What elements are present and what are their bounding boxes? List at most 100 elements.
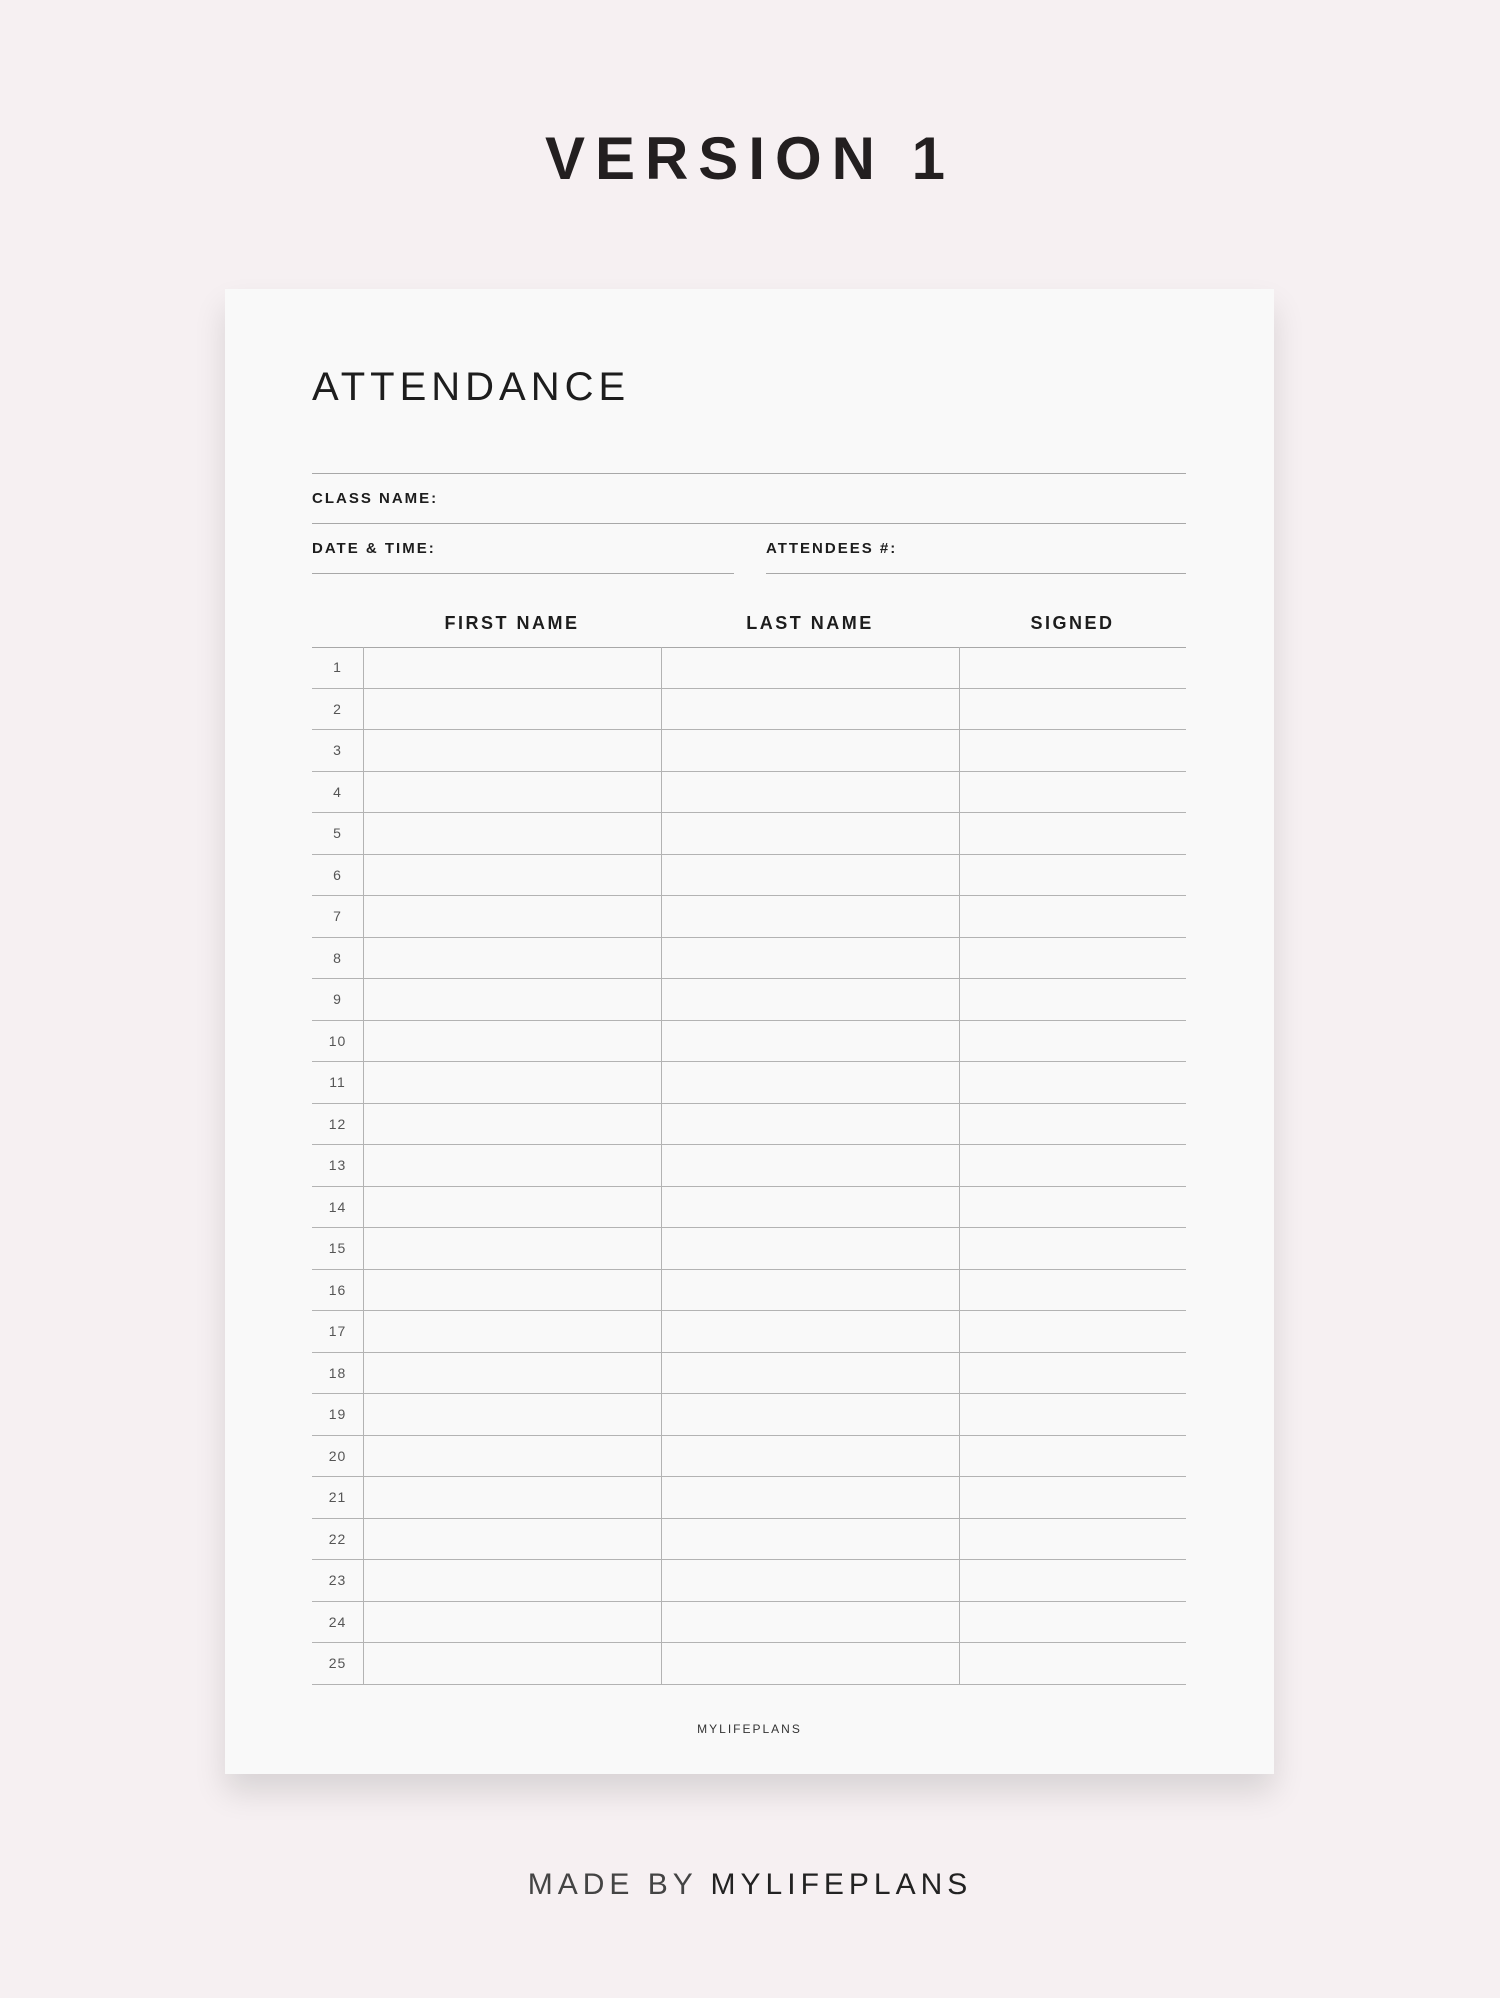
last-name-cell[interactable] (663, 1519, 959, 1560)
signed-cell[interactable] (961, 1145, 1186, 1186)
first-name-cell[interactable] (365, 1477, 661, 1518)
signed-cell[interactable] (961, 772, 1186, 813)
last-name-cell[interactable] (663, 896, 959, 937)
first-name-cell[interactable] (365, 813, 661, 854)
column-divider (661, 1518, 662, 1559)
first-name-cell[interactable] (365, 1353, 661, 1394)
signed-cell[interactable] (961, 647, 1186, 688)
signed-cell[interactable] (961, 1187, 1186, 1228)
last-name-cell[interactable] (663, 1104, 959, 1145)
signed-cell[interactable] (961, 1602, 1186, 1643)
column-divider (959, 1643, 960, 1684)
signed-cell[interactable] (961, 1643, 1186, 1684)
table-row: 6 (312, 854, 1186, 896)
last-name-cell[interactable] (663, 979, 959, 1020)
attendees-label: ATTENDEES #: (766, 540, 898, 557)
signed-cell[interactable] (961, 1104, 1186, 1145)
column-divider (661, 937, 662, 978)
last-name-cell[interactable] (663, 1560, 959, 1601)
signed-cell[interactable] (961, 1311, 1186, 1352)
signed-cell[interactable] (961, 1394, 1186, 1435)
last-name-cell[interactable] (663, 813, 959, 854)
column-divider (959, 1186, 960, 1227)
signed-cell[interactable] (961, 730, 1186, 771)
last-name-cell[interactable] (663, 1270, 959, 1311)
first-name-cell[interactable] (365, 689, 661, 730)
row-number: 21 (328, 1489, 347, 1505)
credit-brand: MYLIFEPLANS (710, 1868, 973, 1901)
signed-cell[interactable] (961, 1477, 1186, 1518)
last-name-cell[interactable] (663, 1145, 959, 1186)
first-name-cell[interactable] (365, 1145, 661, 1186)
signed-cell[interactable] (961, 1062, 1186, 1103)
last-name-cell[interactable] (663, 1602, 959, 1643)
first-name-cell[interactable] (365, 1311, 661, 1352)
row-number: 24 (328, 1613, 347, 1630)
signed-cell[interactable] (961, 813, 1186, 854)
date-time-field[interactable] (312, 573, 734, 574)
column-divider (959, 1518, 960, 1559)
last-name-cell[interactable] (663, 1394, 959, 1435)
first-name-cell[interactable] (365, 1228, 661, 1269)
last-name-cell[interactable] (663, 730, 959, 771)
last-name-cell[interactable] (663, 938, 959, 979)
first-name-cell[interactable] (365, 938, 661, 979)
first-name-cell[interactable] (365, 855, 661, 896)
column-divider (959, 1269, 960, 1310)
column-divider (363, 1643, 364, 1684)
signed-cell[interactable] (961, 938, 1186, 979)
last-name-cell[interactable] (663, 1187, 959, 1228)
last-name-cell[interactable] (663, 1062, 959, 1103)
column-divider (363, 1228, 364, 1269)
signed-cell[interactable] (961, 1021, 1186, 1062)
column-header-signed: SIGNED (1030, 613, 1115, 633)
signed-cell[interactable] (961, 1228, 1186, 1269)
last-name-cell[interactable] (663, 772, 959, 813)
column-divider (959, 1601, 960, 1642)
last-name-cell[interactable] (663, 1311, 959, 1352)
last-name-cell[interactable] (663, 1436, 959, 1477)
signed-cell[interactable] (961, 1436, 1186, 1477)
first-name-cell[interactable] (365, 647, 661, 688)
first-name-cell[interactable] (365, 1560, 661, 1601)
last-name-cell[interactable] (663, 647, 959, 688)
first-name-cell[interactable] (365, 772, 661, 813)
credit: MADE BY MYLIFEPLANS (0, 1868, 1500, 1902)
signed-cell[interactable] (961, 855, 1186, 896)
first-name-cell[interactable] (365, 1270, 661, 1311)
first-name-cell[interactable] (365, 1021, 661, 1062)
signed-cell[interactable] (961, 1270, 1186, 1311)
signed-cell[interactable] (961, 1560, 1186, 1601)
signed-cell[interactable] (961, 689, 1186, 730)
last-name-cell[interactable] (663, 1643, 959, 1684)
last-name-cell[interactable] (663, 1353, 959, 1394)
column-divider (661, 1643, 662, 1684)
last-name-cell[interactable] (663, 1021, 959, 1062)
last-name-cell[interactable] (663, 1477, 959, 1518)
attendees-field[interactable] (766, 573, 1186, 574)
first-name-cell[interactable] (365, 1519, 661, 1560)
column-divider (363, 979, 364, 1020)
signed-cell[interactable] (961, 896, 1186, 937)
column-header-first-name: FIRST NAME (444, 613, 580, 633)
first-name-cell[interactable] (365, 1436, 661, 1477)
first-name-cell[interactable] (365, 1602, 661, 1643)
signed-cell[interactable] (961, 1519, 1186, 1560)
signed-cell[interactable] (961, 979, 1186, 1020)
first-name-cell[interactable] (365, 896, 661, 937)
table-row: 21 (312, 1477, 1186, 1519)
first-name-cell[interactable] (365, 1062, 661, 1103)
last-name-cell[interactable] (663, 1228, 959, 1269)
first-name-cell[interactable] (365, 1104, 661, 1145)
last-name-cell[interactable] (663, 855, 959, 896)
signed-cell[interactable] (961, 1353, 1186, 1394)
first-name-cell[interactable] (365, 979, 661, 1020)
last-name-cell[interactable] (663, 689, 959, 730)
first-name-cell[interactable] (365, 1187, 661, 1228)
first-name-cell[interactable] (365, 730, 661, 771)
first-name-cell[interactable] (365, 1394, 661, 1435)
class-name-field[interactable] (312, 523, 1186, 524)
first-name-cell[interactable] (365, 1643, 661, 1684)
row-number: 12 (328, 1115, 347, 1132)
row-number: 4 (333, 783, 342, 800)
